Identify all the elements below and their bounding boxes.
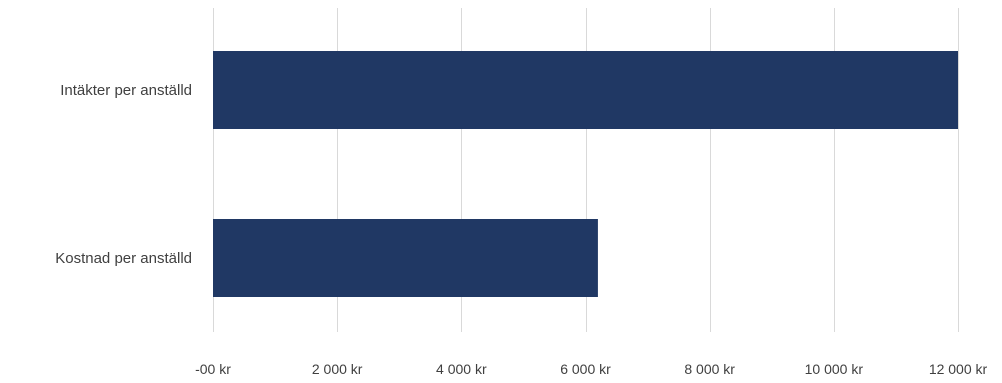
bar (213, 219, 598, 297)
category-label: Intäkter per anställd (60, 82, 192, 99)
x-tick-label: 4 000 kr (436, 361, 487, 377)
x-tick-label: 8 000 kr (684, 361, 735, 377)
bars (213, 51, 958, 297)
x-tick-label: 6 000 kr (560, 361, 611, 377)
bar (213, 51, 958, 129)
x-tick-label: 12 000 kr (929, 361, 988, 377)
x-tick-label: 2 000 kr (312, 361, 363, 377)
x-axis-tick-labels: -00 kr 2 000 kr 4 000 kr 6 000 kr 8 000 kr 10… (195, 361, 987, 377)
x-tick-label: 10 000 kr (805, 361, 864, 377)
category-label: Kostnad per anställd (55, 250, 192, 267)
category-labels: Intäkter per anställd Kostnad per anställ… (55, 82, 192, 267)
x-tick-label: -00 kr (195, 361, 231, 377)
